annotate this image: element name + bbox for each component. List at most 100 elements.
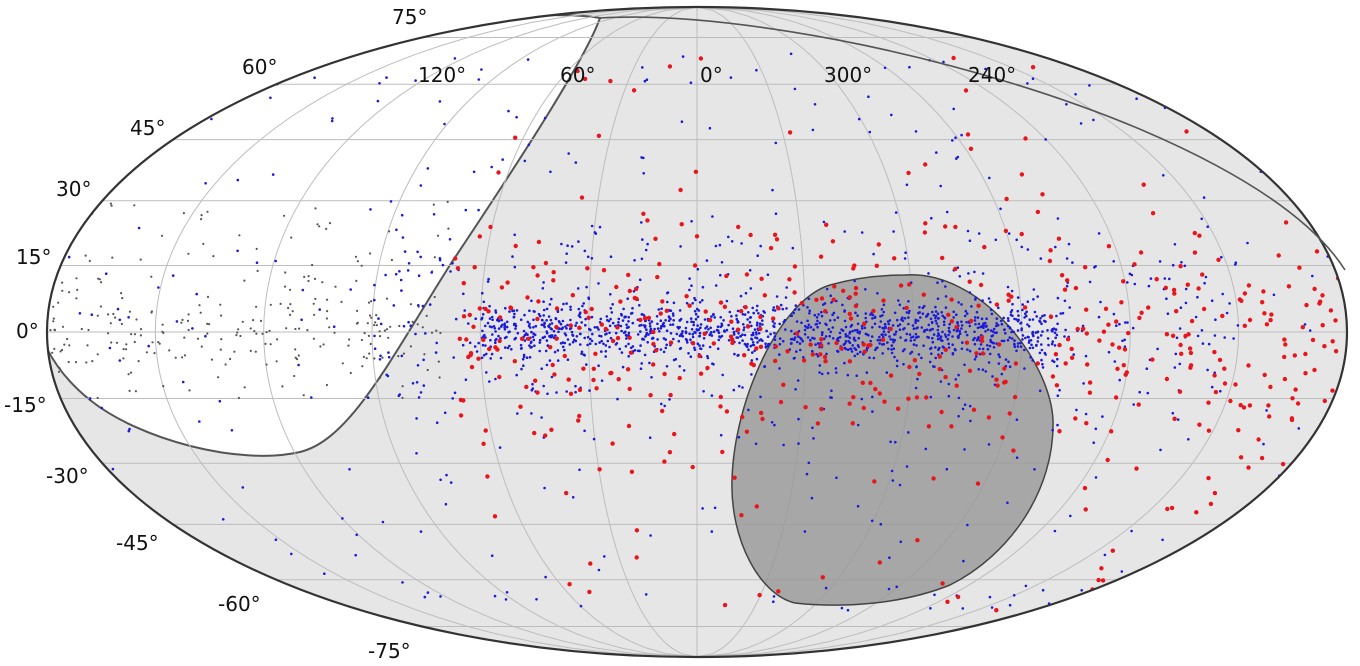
- series-blue-point: [895, 585, 898, 589]
- series-blue-point: [679, 245, 682, 248]
- series-blue-point: [933, 593, 936, 597]
- series-blue-point: [641, 337, 644, 341]
- series-blue-point: [846, 373, 850, 377]
- series-blue-point: [974, 355, 978, 358]
- series-blue-point: [1008, 326, 1012, 329]
- series-red-point: [946, 312, 951, 317]
- series-blue-point: [181, 380, 185, 384]
- series-grey-point: [134, 390, 137, 393]
- series-blue-point: [958, 275, 962, 278]
- series-blue-point: [828, 334, 831, 338]
- series-blue-point: [820, 310, 823, 314]
- series-red-point: [535, 390, 540, 395]
- series-red-point: [497, 315, 503, 320]
- series-blue-point: [841, 303, 844, 307]
- series-blue-point: [981, 368, 985, 372]
- series-blue-point: [1013, 339, 1016, 342]
- series-blue-point: [678, 319, 682, 322]
- series-red-point: [980, 351, 986, 356]
- series-blue-point: [671, 323, 675, 326]
- series-blue-point: [727, 235, 730, 239]
- series-blue-point: [743, 333, 747, 337]
- series-blue-point: [488, 325, 492, 328]
- series-blue-point: [641, 66, 644, 69]
- series-red-point: [603, 326, 608, 332]
- series-blue-point: [669, 317, 672, 321]
- series-blue-point: [881, 333, 884, 336]
- series-blue-point: [756, 341, 759, 344]
- series-red-point: [898, 283, 904, 288]
- series-blue-point: [956, 335, 960, 338]
- series-blue-point: [1006, 501, 1009, 505]
- series-blue-point: [750, 337, 753, 341]
- series-red-point: [1233, 382, 1238, 387]
- series-red-point: [508, 305, 513, 310]
- series-blue-point: [1064, 328, 1067, 332]
- series-blue-point: [992, 341, 995, 345]
- series-blue-point: [1067, 242, 1071, 246]
- series-blue-point: [565, 252, 568, 255]
- series-blue-point: [585, 285, 588, 289]
- series-blue-point: [424, 332, 427, 335]
- series-blue-point: [1196, 295, 1199, 299]
- series-blue-point: [888, 335, 891, 338]
- series-red-point: [543, 260, 549, 266]
- series-blue-point: [907, 300, 910, 303]
- series-blue-point: [881, 326, 884, 330]
- series-blue-point: [1023, 367, 1026, 370]
- series-blue-point: [887, 322, 891, 326]
- series-blue-point: [1063, 299, 1067, 303]
- series-blue-point: [931, 336, 934, 340]
- series-red-point: [907, 282, 912, 287]
- series-blue-point: [620, 329, 623, 333]
- series-red-point: [497, 374, 502, 380]
- series-red-point: [1073, 416, 1078, 421]
- series-grey-point: [378, 335, 382, 338]
- series-blue-point: [453, 57, 457, 60]
- series-blue-point: [830, 301, 833, 304]
- series-blue-point: [871, 326, 874, 329]
- series-blue-point: [698, 301, 702, 304]
- series-blue-point: [1038, 389, 1042, 393]
- series-blue-point: [488, 304, 491, 308]
- series-red-point: [914, 395, 920, 400]
- series-blue-point: [602, 342, 605, 346]
- series-blue-point: [739, 335, 742, 338]
- series-blue-point: [472, 170, 476, 174]
- series-blue-point: [844, 340, 848, 343]
- series-blue-point: [763, 311, 766, 314]
- longitude-gridline: [154, 7, 698, 657]
- series-grey-point: [347, 344, 350, 347]
- series-blue-point: [522, 353, 526, 357]
- series-blue-point: [540, 367, 543, 371]
- series-red-point: [551, 278, 556, 283]
- series-blue-point: [582, 302, 585, 305]
- series-red-point: [693, 169, 699, 174]
- series-red-point: [1113, 395, 1119, 400]
- series-grey-point: [295, 358, 299, 361]
- series-blue-point: [816, 325, 819, 329]
- series-red-point: [851, 395, 856, 400]
- series-red-point: [968, 146, 974, 151]
- series-grey-point: [206, 210, 209, 213]
- series-blue-point: [1024, 312, 1027, 316]
- series-blue-point: [419, 255, 423, 259]
- series-blue-point: [566, 358, 570, 362]
- series-red-point: [995, 383, 1000, 388]
- series-blue-point: [947, 333, 950, 337]
- series-blue-point: [198, 420, 201, 423]
- series-blue-point: [685, 320, 689, 324]
- series-blue-point: [737, 384, 741, 388]
- series-red-point: [677, 375, 682, 381]
- series-blue-point: [1039, 257, 1043, 260]
- series-blue-point: [1036, 330, 1040, 334]
- series-blue-point: [854, 311, 857, 315]
- series-blue-point: [665, 343, 668, 347]
- series-blue-point: [453, 391, 457, 395]
- series-blue-point: [528, 322, 531, 326]
- series-grey-point: [265, 331, 268, 334]
- series-blue-point: [621, 319, 625, 322]
- series-blue-point: [892, 347, 896, 351]
- series-red-point: [1268, 317, 1273, 323]
